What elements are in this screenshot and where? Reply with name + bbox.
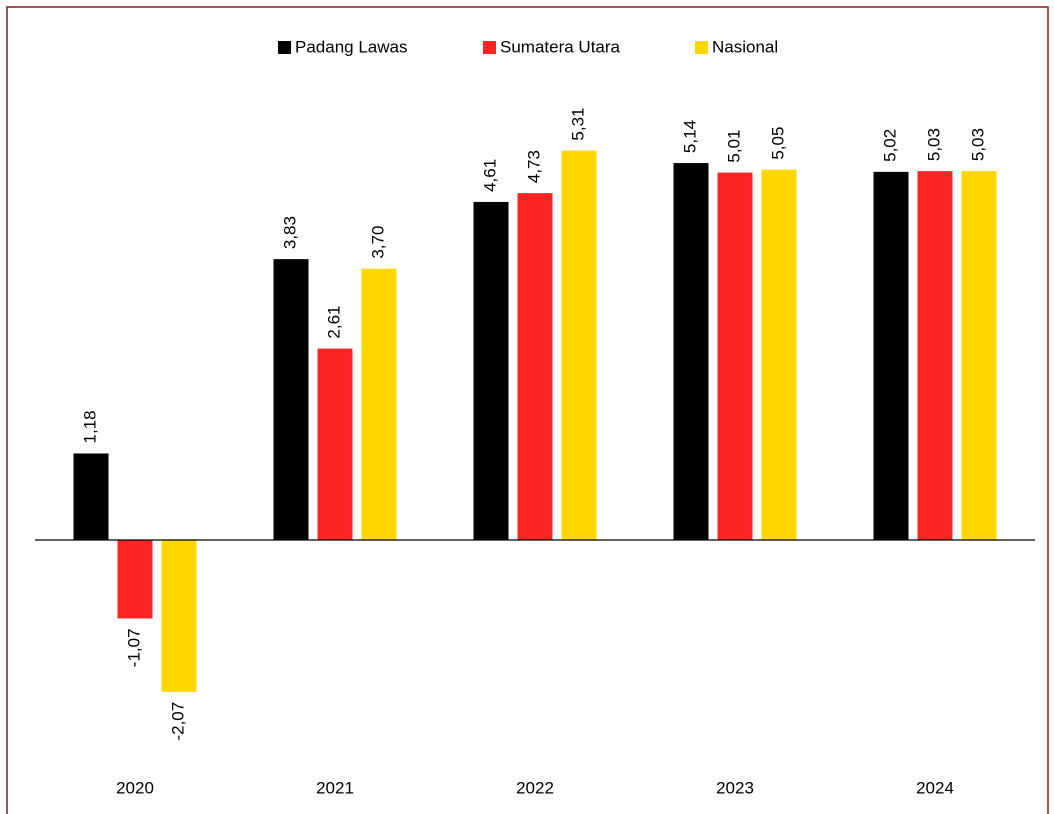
bar (561, 150, 597, 540)
bar (961, 171, 997, 540)
data-label: 5,02 (880, 129, 899, 162)
legend-swatch (695, 41, 708, 54)
x-tick-label: 2022 (516, 778, 554, 797)
bar (73, 453, 109, 540)
bar (761, 169, 797, 540)
legend-swatch (278, 41, 291, 54)
data-label: 2,61 (324, 306, 343, 339)
data-label: 1,18 (80, 410, 99, 443)
bar (273, 259, 309, 540)
bar (673, 163, 709, 541)
x-tick-label: 2020 (116, 778, 154, 797)
bar (361, 268, 397, 540)
data-label: 5,14 (680, 120, 699, 153)
data-label: -2,07 (168, 702, 187, 741)
bar (517, 193, 553, 540)
data-label: 5,03 (924, 128, 943, 161)
bar (117, 540, 153, 619)
data-label: 5,05 (768, 127, 787, 160)
data-label: 3,83 (280, 216, 299, 249)
legend-label: Padang Lawas (295, 37, 407, 56)
x-tick-label: 2021 (316, 778, 354, 797)
data-label: 5,01 (724, 130, 743, 163)
data-label: 4,73 (524, 150, 543, 183)
legend-label: Nasional (712, 37, 778, 56)
legend-swatch (483, 41, 496, 54)
data-label: 5,03 (968, 128, 987, 161)
data-label: 4,61 (480, 159, 499, 192)
bar (717, 172, 753, 540)
bar (473, 201, 509, 540)
data-label: 3,70 (368, 226, 387, 259)
data-label: -1,07 (124, 628, 143, 667)
bar (317, 348, 353, 540)
data-label: 5,31 (568, 108, 587, 141)
bar (161, 540, 197, 692)
bar (917, 171, 953, 540)
x-tick-label: 2023 (716, 778, 754, 797)
legend-label: Sumatera Utara (500, 37, 621, 56)
x-tick-label: 2024 (916, 778, 954, 797)
chart-frame (6, 6, 1049, 814)
bar (873, 171, 909, 540)
